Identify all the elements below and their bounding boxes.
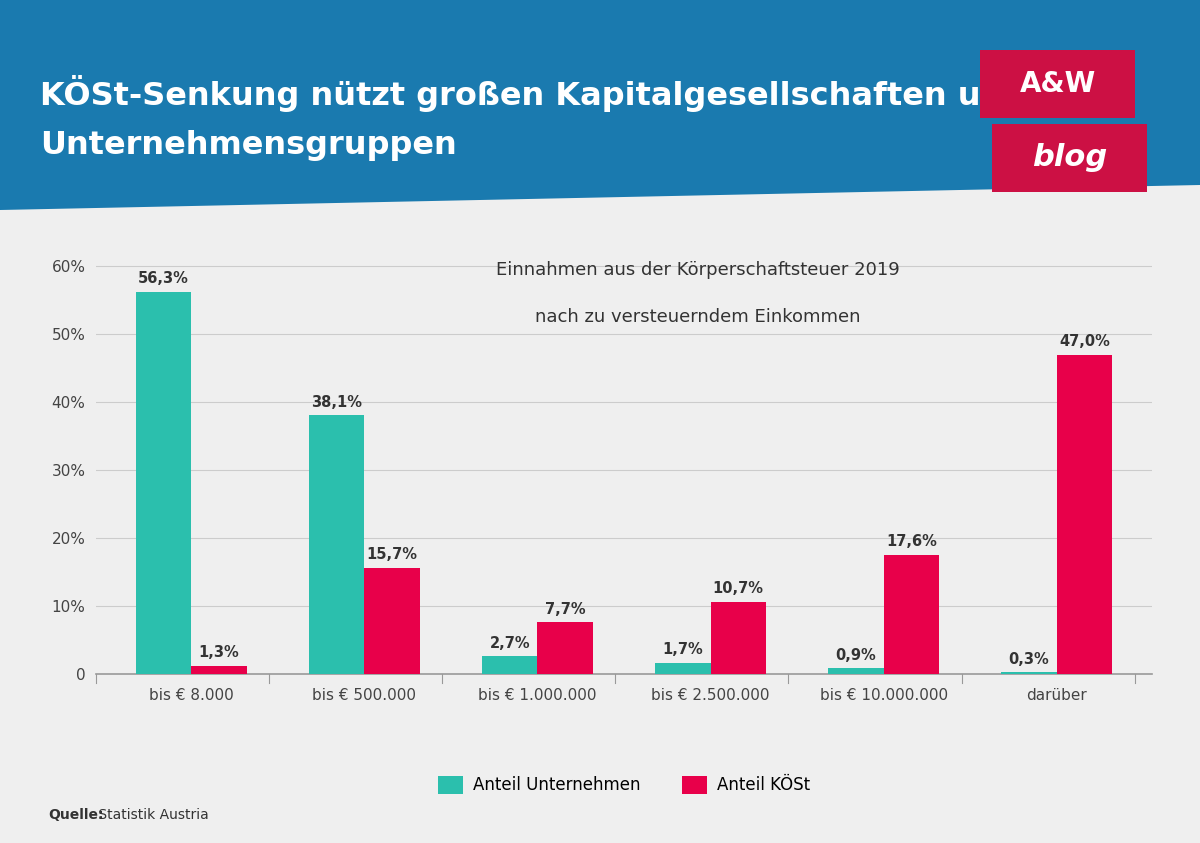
Text: 10,7%: 10,7% xyxy=(713,581,763,596)
Text: 7,7%: 7,7% xyxy=(545,602,586,616)
Text: 38,1%: 38,1% xyxy=(311,395,362,410)
Text: 1,3%: 1,3% xyxy=(198,645,239,660)
Bar xyxy=(883,555,940,674)
Bar xyxy=(828,668,883,674)
Text: 1,7%: 1,7% xyxy=(662,642,703,658)
Bar xyxy=(538,622,593,674)
Text: 2,7%: 2,7% xyxy=(490,636,530,651)
Text: 17,6%: 17,6% xyxy=(886,534,937,550)
Bar xyxy=(482,656,538,674)
Text: Quelle:: Quelle: xyxy=(48,808,103,822)
Bar xyxy=(710,602,766,674)
FancyBboxPatch shape xyxy=(992,124,1147,192)
Text: blog: blog xyxy=(1032,143,1108,173)
Text: nach zu versteuerndem Einkommen: nach zu versteuerndem Einkommen xyxy=(535,308,860,325)
Text: Einnahmen aus der Körperschaftsteuer 2019: Einnahmen aus der Körperschaftsteuer 201… xyxy=(496,261,900,279)
Text: 56,3%: 56,3% xyxy=(138,271,188,287)
Bar xyxy=(1001,673,1057,674)
Text: 15,7%: 15,7% xyxy=(366,547,418,562)
Text: 0,9%: 0,9% xyxy=(835,647,876,663)
FancyBboxPatch shape xyxy=(980,50,1135,118)
Bar xyxy=(308,416,365,674)
Bar xyxy=(136,292,191,674)
Bar xyxy=(1057,355,1112,674)
Polygon shape xyxy=(0,0,1200,210)
Text: 47,0%: 47,0% xyxy=(1060,335,1110,350)
Bar xyxy=(655,663,710,674)
Bar xyxy=(365,567,420,674)
Text: Unternehmensgruppen: Unternehmensgruppen xyxy=(40,130,457,161)
Text: A&W: A&W xyxy=(1019,70,1096,98)
Text: 0,3%: 0,3% xyxy=(1009,652,1050,667)
Bar xyxy=(191,666,247,674)
Text: KÖSt-Senkung nützt großen Kapitalgesellschaften und: KÖSt-Senkung nützt großen Kapitalgesells… xyxy=(40,75,1026,112)
Text: Statistik Austria: Statistik Austria xyxy=(94,808,209,822)
Legend: Anteil Unternehmen, Anteil KÖSt: Anteil Unternehmen, Anteil KÖSt xyxy=(431,769,817,801)
